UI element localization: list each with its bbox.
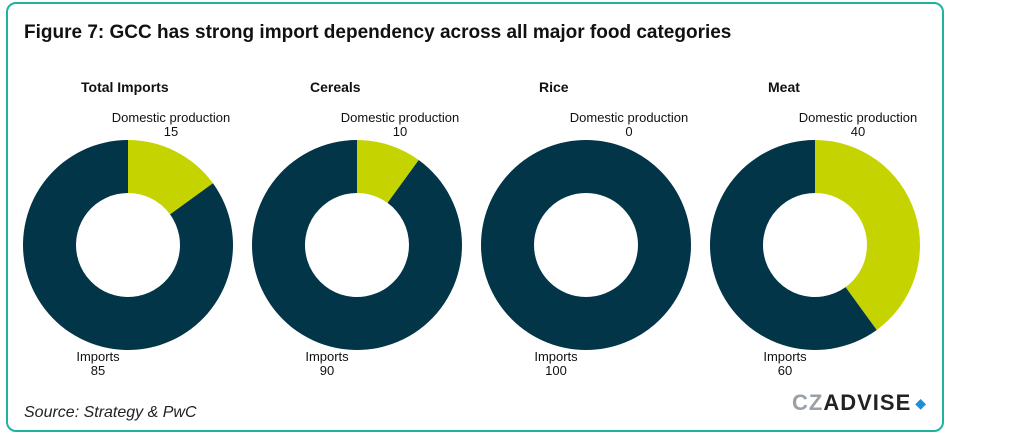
label-domestic-total-imports: Domestic production [112, 110, 231, 125]
donut-slice-rice-imports [481, 140, 691, 350]
value-imports-rice: 100 [545, 363, 567, 378]
label-domestic-meat: Domestic production [799, 110, 918, 125]
value-domestic-cereals: 10 [393, 124, 407, 139]
donut-slice-total-imports-imports [23, 140, 233, 350]
chart-title-rice: Rice [539, 79, 569, 95]
label-imports-rice: Imports [534, 349, 578, 364]
value-imports-meat: 60 [778, 363, 792, 378]
donut-slice-meat-imports [709, 140, 877, 350]
chart-title-cereals: Cereals [310, 79, 361, 95]
source-note: Source: Strategy & PwC [24, 404, 197, 421]
donut-slice-total-imports-domestic-production [128, 140, 213, 215]
label-domestic-cereals: Domestic production [341, 110, 460, 125]
value-imports-total-imports: 85 [91, 363, 105, 378]
value-imports-cereals: 90 [320, 363, 334, 378]
value-domestic-meat: 40 [851, 124, 865, 139]
label-imports-total-imports: Imports [76, 349, 120, 364]
label-domestic-rice: Domestic production [570, 110, 689, 125]
label-imports-cereals: Imports [305, 349, 349, 364]
value-domestic-total-imports: 15 [164, 124, 178, 139]
chart-title-meat: Meat [768, 79, 800, 95]
figure-title: Figure 7: GCC has strong import dependen… [24, 22, 732, 43]
czadvise-logo: CZADVISE ◆ [792, 390, 928, 415]
donut-slice-cereals-domestic-production [357, 140, 419, 203]
donut-slice-meat-domestic-production [815, 140, 920, 330]
figure-card [6, 2, 944, 432]
value-domestic-rice: 0 [625, 124, 632, 139]
label-imports-meat: Imports [763, 349, 807, 364]
donut-slice-cereals-imports [252, 140, 462, 351]
diamond-icon: ◆ [915, 395, 928, 411]
chart-title-total-imports: Total Imports [81, 79, 169, 95]
